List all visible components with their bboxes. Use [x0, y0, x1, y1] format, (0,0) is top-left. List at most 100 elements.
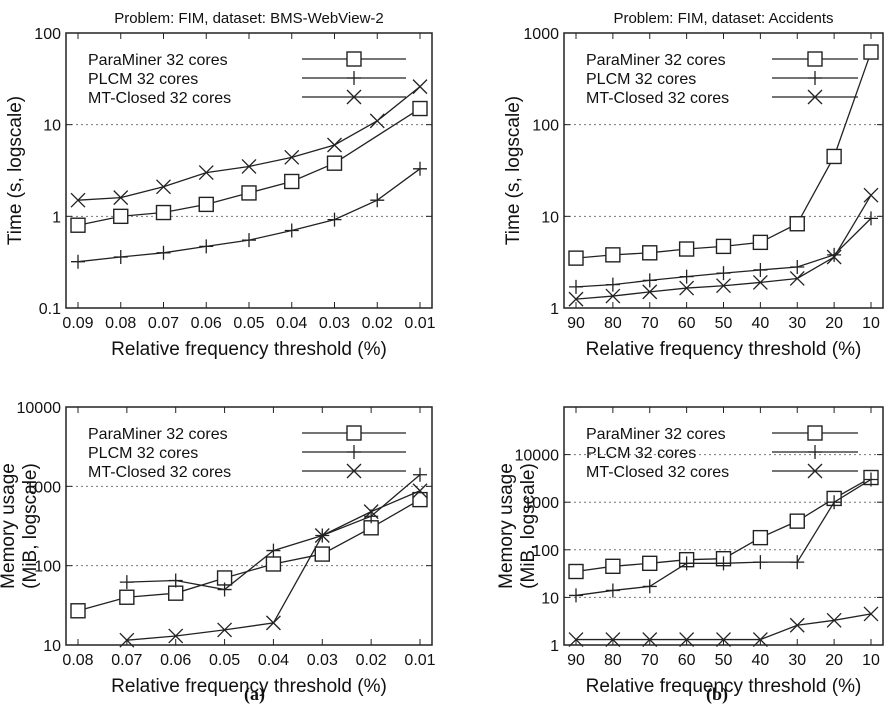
legend-label: MT-Closed 32 cores — [586, 464, 729, 481]
data-point — [642, 273, 657, 288]
data-point — [113, 190, 129, 206]
data-point — [119, 575, 134, 590]
data-point — [568, 563, 584, 580]
data-point — [716, 632, 731, 648]
data-point — [370, 193, 385, 208]
legend-label: PLCM 32 cores — [88, 445, 198, 462]
data-point — [569, 279, 583, 294]
data-point — [790, 555, 805, 570]
data-point — [808, 71, 822, 85]
x-tick-label: 80 — [604, 315, 622, 332]
y-tick-label: 1000 — [523, 26, 559, 43]
x-axis-label: Relative frequency threshold (%) — [111, 676, 387, 697]
legend: ParaMiner 32 cores PLCM 32 cores MT-Closed… — [586, 425, 858, 481]
series-mt-closed-32-cores — [119, 483, 428, 648]
data-point — [347, 445, 361, 459]
data-point — [241, 185, 257, 201]
data-point — [346, 425, 362, 441]
y-tick-label: 1 — [550, 301, 559, 318]
x-tick-label: 10 — [862, 315, 880, 332]
data-point — [642, 245, 658, 261]
chart-title: Problem: FIM, dataset: Accidents — [613, 10, 833, 27]
data-point — [347, 71, 361, 85]
data-point — [412, 491, 428, 508]
data-point — [752, 529, 769, 546]
data-point — [605, 558, 621, 575]
x-tick-label: 0.03 — [319, 315, 350, 332]
data-point — [199, 239, 214, 254]
x-tick-label: 50 — [715, 315, 733, 332]
data-point — [156, 245, 171, 260]
data-point — [326, 155, 343, 171]
data-point — [789, 513, 805, 529]
y-axis-label: Memory usage — [0, 463, 19, 589]
data-point — [605, 277, 620, 292]
y-tick-label: 100 — [532, 543, 559, 560]
x-tick-label: 30 — [788, 652, 806, 669]
x-tick-label: 0.02 — [356, 652, 387, 669]
data-point — [864, 211, 878, 226]
x-tick-label: 0.01 — [404, 652, 435, 669]
data-point — [863, 606, 879, 622]
data-point — [789, 617, 805, 633]
x-tick-label: 60 — [678, 315, 696, 332]
y-tick-label: 1 — [52, 209, 61, 226]
data-point — [605, 583, 620, 598]
caption-b: (b) — [706, 684, 728, 704]
y-axis-label: Memory usage — [496, 463, 517, 589]
data-point — [569, 588, 583, 603]
data-point — [789, 216, 805, 232]
x-tick-label: 90 — [567, 652, 585, 669]
data-point — [789, 271, 805, 286]
data-point — [168, 585, 184, 601]
data-point — [198, 196, 214, 213]
data-point — [266, 543, 281, 558]
series-paraminer-32-cores — [568, 44, 879, 266]
y-tick-label: 100 — [532, 118, 559, 135]
data-point — [826, 148, 842, 165]
legend-label: ParaMiner 32 cores — [88, 52, 228, 69]
x-tick-label: 80 — [604, 652, 622, 669]
series-plcm-32-cores — [71, 161, 427, 269]
data-point — [605, 632, 621, 648]
series-paraminer-32-cores — [70, 100, 428, 233]
data-point — [217, 582, 232, 597]
data-point — [314, 528, 330, 543]
data-point — [346, 89, 362, 105]
data-point — [807, 89, 823, 105]
y-tick-label: 10 — [541, 590, 559, 607]
y-axis-label: Time (s, logscale) — [503, 96, 524, 245]
x-tick-label: 0.09 — [62, 315, 93, 332]
data-point — [412, 79, 428, 95]
legend-label: PLCM 32 cores — [88, 71, 198, 88]
legend: ParaMiner 32 cores PLCM 32 cores MT-Closed… — [88, 425, 406, 481]
data-point — [807, 463, 823, 479]
data-point — [413, 161, 427, 176]
series-line — [576, 613, 872, 641]
legend-label: ParaMiner 32 cores — [586, 426, 726, 443]
data-point — [119, 589, 135, 605]
plot-frame — [65, 406, 433, 646]
data-point — [327, 137, 342, 153]
y-tick-label: 1000 — [523, 495, 559, 512]
data-point — [155, 204, 172, 221]
y-axis-label: Time (s, logscale) — [5, 96, 26, 245]
data-point — [217, 622, 233, 638]
series-line — [77, 499, 421, 612]
x-tick-label: 0.06 — [160, 652, 191, 669]
data-point — [642, 284, 658, 300]
x-axis-label: Relative frequency threshold (%) — [111, 339, 387, 360]
data-point — [70, 603, 86, 619]
data-point — [242, 233, 256, 248]
x-tick-label: 60 — [678, 652, 696, 669]
x-tick-label: 0.01 — [404, 315, 435, 332]
data-point — [827, 495, 842, 510]
data-point — [679, 269, 694, 284]
data-point — [363, 504, 379, 520]
y-tick-label: 10 — [43, 118, 61, 135]
data-point — [168, 628, 184, 644]
data-point — [412, 100, 428, 117]
x-tick-label: 70 — [641, 652, 659, 669]
